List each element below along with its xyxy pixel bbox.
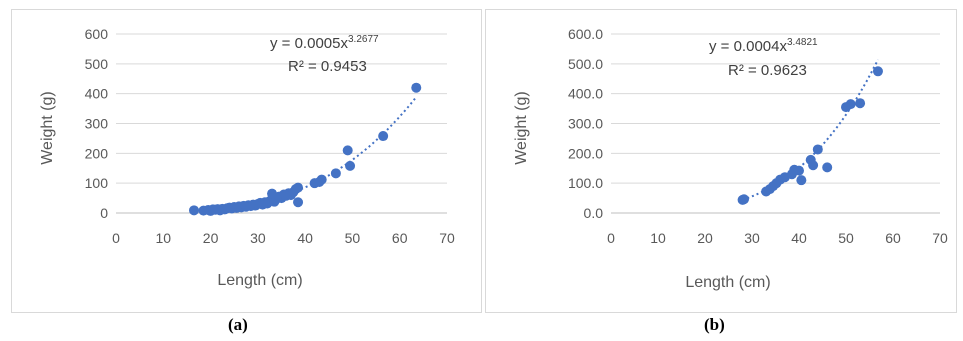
data-point	[796, 175, 807, 186]
y-tick-label: 0	[100, 205, 108, 221]
data-point	[822, 162, 833, 173]
y-tick-label: 500.0	[568, 56, 603, 72]
y-tick-label: 300	[85, 116, 109, 132]
trend-equation: y = 0.0004x3.4821	[709, 37, 818, 55]
y-axis-title: Weight (g)	[39, 91, 56, 165]
data-point	[845, 99, 856, 110]
data-point	[316, 174, 327, 185]
y-tick-label: 100	[85, 175, 109, 191]
x-tick-label: 30	[250, 230, 266, 246]
y-tick-label: 300.0	[568, 116, 603, 132]
caption-a: (a)	[228, 315, 248, 334]
y-tick-label: 200.0	[568, 145, 603, 161]
power-trendline	[742, 59, 879, 201]
data-point	[330, 168, 341, 179]
x-tick-label: 20	[697, 230, 713, 246]
scatter-chart-b: 0.0 100.0 200.0 300.0 400.0 500.0 600.0 0 10 20 30…	[513, 26, 948, 291]
x-axis-title: Length (cm)	[685, 274, 770, 291]
data-point	[411, 82, 422, 93]
y-tick-label: 400	[85, 86, 109, 102]
data-point	[345, 160, 356, 171]
x-tick-label: 20	[203, 230, 219, 246]
scatter-chart-a: 0 100 200 300 400 500 600 0 10 20 30 40 50 60 70 y = 0…	[39, 26, 455, 289]
r-squared-label: R² = 0.9623	[728, 62, 807, 79]
y-tick-label: 0.0	[584, 205, 604, 221]
data-point	[293, 182, 304, 193]
y-tick-label: 200	[85, 145, 109, 161]
x-tick-label: 40	[791, 230, 807, 246]
x-tick-label: 0	[607, 230, 615, 246]
y-tick-label: 400.0	[568, 86, 603, 102]
r-squared-label: R² = 0.9453	[288, 58, 367, 75]
x-tick-label: 30	[744, 230, 760, 246]
x-tick-label: 50	[345, 230, 361, 246]
data-point	[855, 98, 866, 109]
data-point	[189, 205, 200, 216]
data-point	[378, 131, 389, 142]
caption-b: (b)	[704, 315, 725, 334]
trend-equation: y = 0.0005x3.2677	[270, 34, 379, 52]
data-point	[808, 160, 819, 171]
y-tick-label: 600	[85, 26, 109, 42]
data-point	[812, 144, 823, 155]
data-point	[267, 188, 278, 199]
x-tick-label: 40	[297, 230, 313, 246]
data-point	[794, 165, 804, 176]
x-tick-label: 60	[885, 230, 901, 246]
x-tick-label: 50	[838, 230, 854, 246]
data-point	[293, 197, 304, 208]
x-tick-label: 0	[112, 230, 120, 246]
data-point	[739, 194, 750, 205]
y-tick-label: 600.0	[568, 26, 603, 42]
x-tick-label: 10	[650, 230, 666, 246]
x-tick-label: 60	[392, 230, 408, 246]
y-tick-label: 100.0	[568, 175, 603, 191]
chart-panel-a: 0 100 200 300 400 500 600 0 10 20 30 40 50 60 70 y = 0…	[11, 9, 482, 313]
power-trendline	[193, 96, 418, 213]
x-tick-label: 10	[155, 230, 171, 246]
chart-panel-b: 0.0 100.0 200.0 300.0 400.0 500.0 600.0 0 10 20 30…	[485, 9, 957, 313]
x-tick-label: 70	[439, 230, 455, 246]
y-axis-title: Weight (g)	[513, 91, 530, 165]
data-point	[872, 66, 883, 77]
y-tick-label: 500	[85, 56, 109, 72]
x-tick-label: 70	[932, 230, 948, 246]
x-axis-title: Length (cm)	[217, 272, 302, 289]
data-point	[342, 145, 353, 156]
